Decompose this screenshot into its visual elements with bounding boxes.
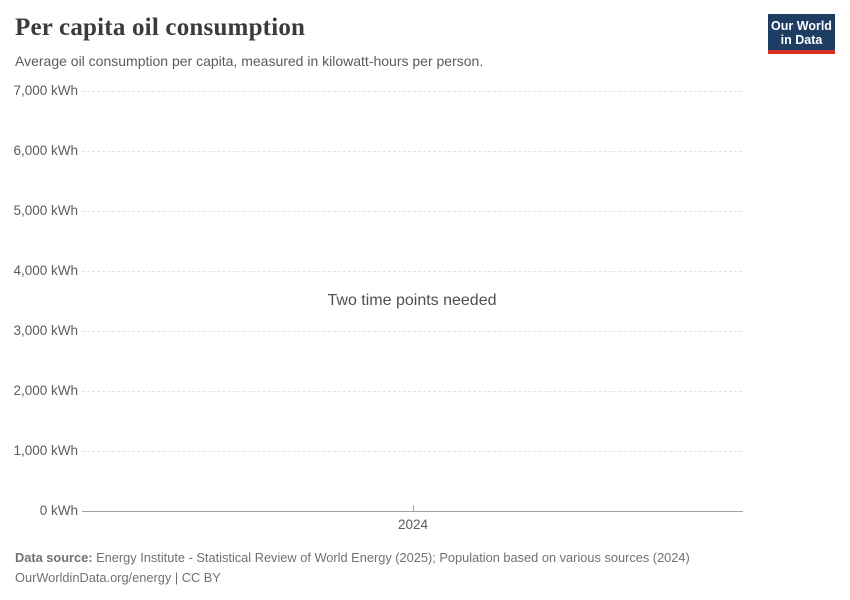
chart-subtitle: Average oil consumption per capita, meas…	[15, 53, 484, 69]
y-axis-tick-label: 1,000 kWh	[13, 443, 78, 458]
attribution-line: OurWorldinData.org/energy | CC BY	[15, 568, 835, 588]
x-axis-tick	[413, 505, 414, 511]
gridline	[82, 331, 742, 332]
x-axis-tick-label: 2024	[397, 517, 429, 532]
gridline	[82, 271, 742, 272]
y-axis-tick-label: 3,000 kWh	[13, 323, 78, 338]
x-axis-line	[82, 511, 743, 512]
empty-chart-message: Two time points needed	[327, 292, 497, 309]
gridline	[82, 91, 742, 92]
page-title: Per capita oil consumption	[15, 14, 306, 41]
data-source-line: Data source: Energy Institute - Statisti…	[15, 548, 835, 568]
logo-text-line1: Our World	[771, 19, 832, 33]
owid-url-link[interactable]: OurWorldinData.org/energy	[15, 570, 172, 585]
y-axis-tick-label: 7,000 kWh	[13, 83, 78, 98]
logo-accent-bar	[768, 50, 835, 54]
y-axis-tick-label: 0 kWh	[39, 503, 78, 518]
logo-text-line2: in Data	[780, 33, 823, 47]
data-source-text[interactable]: Energy Institute - Statistical Review of…	[96, 550, 690, 565]
gridline	[82, 451, 742, 452]
license-link[interactable]: CC BY	[181, 570, 221, 585]
owid-logo[interactable]: Our World in Data	[768, 14, 835, 54]
data-source-label: Data source:	[15, 550, 93, 565]
y-axis-tick-label: 2,000 kWh	[13, 383, 78, 398]
y-axis-tick-label: 4,000 kWh	[13, 263, 78, 278]
y-axis-tick-label: 5,000 kWh	[13, 203, 78, 218]
footer-separator: |	[174, 570, 179, 585]
gridline	[82, 391, 742, 392]
chart-footer: Data source: Energy Institute - Statisti…	[15, 548, 835, 588]
y-axis-tick-label: 6,000 kWh	[13, 143, 78, 158]
gridline	[82, 151, 742, 152]
gridline	[82, 211, 742, 212]
